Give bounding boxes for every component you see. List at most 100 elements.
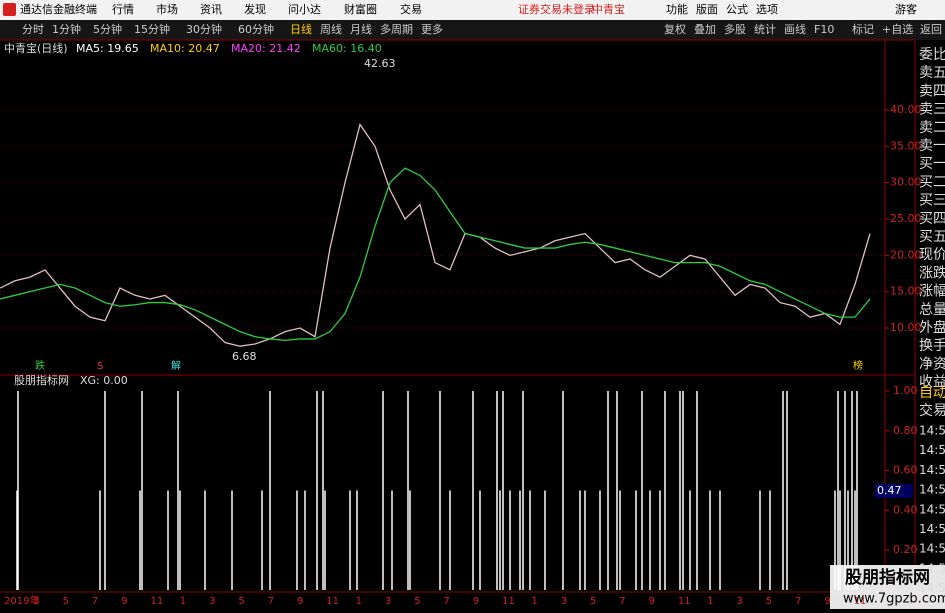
quote-label: 买四: [919, 211, 945, 227]
trade-time: 14:56: [919, 502, 945, 516]
period-button[interactable]: 月线: [350, 22, 372, 36]
date-label: 3: [385, 596, 391, 607]
menu-item[interactable]: 功能: [666, 2, 688, 16]
chart-title: 中青宝(日线): [4, 41, 68, 55]
date-label: 7: [795, 596, 801, 607]
quote-label: 买五: [919, 229, 945, 245]
date-label: 5: [590, 596, 596, 607]
event-marker: 跌: [35, 359, 45, 372]
y-tick-label: 0.80: [893, 424, 918, 437]
date-label: 11: [678, 596, 691, 607]
quote-label: 涨幅: [919, 284, 945, 300]
tool-button[interactable]: F10: [814, 23, 834, 36]
period-button[interactable]: 周线: [320, 22, 342, 36]
date-label: 11: [502, 596, 515, 607]
ma-legend: MA20: 21.42: [231, 42, 301, 55]
toolbar: [0, 20, 945, 40]
current-value-box: [875, 484, 913, 498]
app-title: 通达信金融终端: [20, 2, 97, 16]
price-line: [0, 167, 871, 342]
date-label: 2019年: [4, 594, 39, 607]
quote-label: 卖二: [919, 120, 945, 136]
y-tick-label: 30.00: [890, 176, 922, 189]
menu-item[interactable]: 行情: [112, 3, 134, 16]
app-icon: [3, 3, 16, 16]
menu-item[interactable]: 公式: [726, 3, 748, 16]
tool-button[interactable]: 画线: [784, 22, 806, 36]
quote-label: 卖五: [919, 65, 945, 81]
menu-item[interactable]: 选项: [756, 3, 778, 16]
current-value: 0.47: [877, 484, 902, 497]
date-label: 3: [561, 596, 567, 607]
tool-button[interactable]: 多股: [724, 22, 746, 36]
y-tick-label: 1.00: [893, 384, 918, 397]
y-tick-label: 0.20: [893, 543, 918, 556]
event-marker: 解: [171, 359, 181, 372]
date-label: 9: [121, 596, 127, 607]
watermark-name: 股朋指标网: [845, 567, 930, 588]
menu-bar: [0, 0, 945, 20]
trade-time: 14:56: [919, 424, 945, 438]
quote-label: 卖四: [919, 83, 945, 99]
low-label: 6.68: [232, 350, 257, 363]
date-label: 9: [649, 596, 655, 607]
tool-button[interactable]: 叠加: [694, 23, 716, 36]
date-label: 11: [326, 596, 339, 607]
tool-button[interactable]: 标记: [852, 22, 874, 36]
y-tick-label: 0.40: [893, 503, 918, 516]
date-label: 9: [824, 596, 830, 607]
quote-label: 总量: [919, 302, 945, 318]
quote-label: 现价: [919, 247, 945, 263]
period-button[interactable]: 分时: [22, 23, 44, 36]
date-label: 5: [414, 596, 420, 607]
y-tick-label: 25.00: [890, 212, 922, 225]
date-label: 7: [619, 596, 625, 607]
tool-button[interactable]: +自选: [882, 23, 913, 36]
menu-item[interactable]: 版面: [696, 2, 718, 16]
quote-label: 净资: [919, 356, 945, 372]
date-label: 5: [766, 596, 772, 607]
date-label: 3: [33, 596, 39, 607]
date-label: 7: [92, 596, 98, 607]
quote-label: 委比: [919, 47, 945, 63]
menu-item[interactable]: 问小达: [288, 3, 321, 16]
date-label: 7: [268, 596, 274, 607]
y-tick-label: 20.00: [890, 248, 922, 261]
tool-button[interactable]: 复权: [664, 22, 686, 36]
period-button[interactable]: 日线: [290, 22, 312, 36]
menu-item[interactable]: 发现: [244, 2, 266, 16]
quote-label: 买二: [919, 174, 945, 190]
date-label: 3: [209, 596, 215, 607]
date-label: 9: [473, 596, 479, 607]
date-label: 1: [707, 596, 713, 607]
menu-item[interactable]: 交易: [400, 2, 422, 16]
quote-label: 收益: [919, 375, 945, 391]
date-label: 5: [238, 596, 244, 607]
event-marker: 榜: [853, 359, 863, 372]
trade-time: 14:56: [919, 443, 945, 457]
trade-label: 交易: [919, 402, 945, 419]
menu-item[interactable]: 市场: [156, 2, 178, 16]
event-marker: S: [97, 361, 103, 372]
period-button[interactable]: 更多: [421, 22, 443, 36]
indicator-title: 股朋指标网: [14, 373, 69, 387]
tool-button[interactable]: 统计: [754, 23, 776, 36]
period-button[interactable]: 30分钟: [186, 22, 222, 36]
ma-legend: MA10: 20.47: [150, 42, 220, 55]
period-button[interactable]: 多周期: [380, 22, 413, 36]
period-button[interactable]: 5分钟: [93, 22, 122, 36]
date-label: 11: [854, 596, 867, 607]
mode-label: 自动: [919, 385, 945, 401]
tool-button[interactable]: 返回: [920, 23, 942, 36]
watermark-url: www.7gpzb.com: [843, 592, 945, 607]
period-button[interactable]: 15分钟: [134, 22, 170, 36]
user[interactable]: 游客: [895, 2, 917, 16]
menu-item[interactable]: 资讯: [200, 3, 222, 16]
date-label: 1: [180, 596, 186, 607]
date-label: 9: [297, 596, 303, 607]
period-button[interactable]: 1分钟: [52, 22, 81, 36]
menu-item[interactable]: 财富圈: [344, 2, 377, 16]
ma-legend: MA5: 19.65: [76, 42, 139, 55]
date-label: 7: [444, 596, 450, 607]
period-button[interactable]: 60分钟: [238, 22, 274, 36]
